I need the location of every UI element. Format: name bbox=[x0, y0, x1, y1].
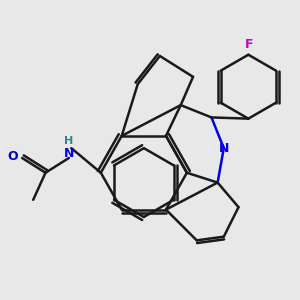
Text: O: O bbox=[7, 150, 18, 163]
Text: N: N bbox=[219, 142, 229, 155]
Text: N: N bbox=[64, 147, 74, 160]
Text: H: H bbox=[64, 136, 74, 146]
Text: F: F bbox=[245, 38, 254, 51]
